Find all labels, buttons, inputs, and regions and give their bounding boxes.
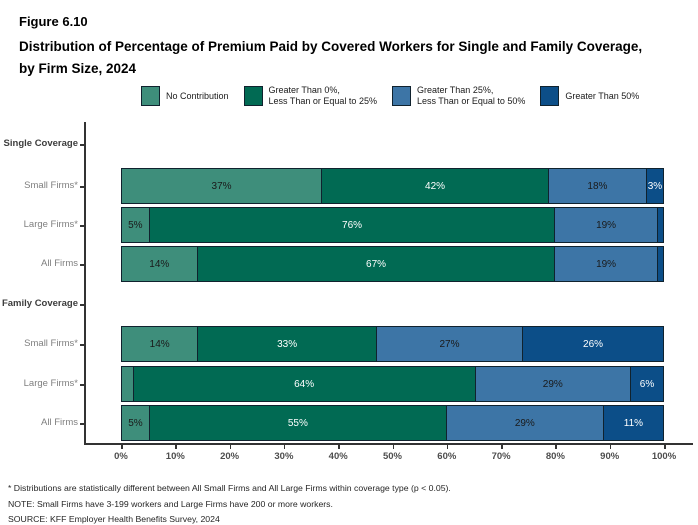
x-axis-tick-label: 30% bbox=[274, 451, 294, 462]
category-label: Small Firms* bbox=[24, 180, 78, 191]
group-label: Single Coverage bbox=[3, 138, 78, 149]
x-axis-tick bbox=[229, 445, 232, 449]
x-axis-tick bbox=[392, 445, 394, 449]
x-axis-tick-label: 60% bbox=[437, 451, 457, 462]
bar-segment bbox=[657, 246, 664, 282]
legend-label: Greater Than 50% bbox=[565, 90, 640, 101]
bar-segment: 42% bbox=[322, 168, 550, 204]
category-label: All Firms bbox=[41, 258, 78, 269]
x-axis-tick bbox=[338, 445, 340, 449]
x-axis-tick bbox=[664, 445, 666, 449]
category-tick bbox=[80, 423, 84, 425]
bar-segment: 27% bbox=[376, 326, 524, 362]
x-axis-tick-label: 80% bbox=[545, 451, 565, 462]
chart-legend: No Contribution Greater Than 0%, Less Tha… bbox=[141, 85, 639, 107]
bar-segment: 6% bbox=[631, 366, 664, 402]
legend-swatch-icon bbox=[243, 86, 263, 106]
footnote-line: SOURCE: KFF Employer Health Benefits Sur… bbox=[8, 514, 220, 524]
category-label: All Firms bbox=[41, 417, 78, 428]
legend-item-2: Greater Than 25%, Less Than or Equal to … bbox=[391, 85, 526, 107]
footnotes: * Distributions are statistically differ… bbox=[8, 481, 451, 525]
bar-segment: 26% bbox=[523, 326, 664, 362]
category-tick bbox=[80, 144, 84, 146]
bar-row: 5% 55% 29% 11% bbox=[121, 405, 665, 441]
legend-label: Greater Than 25%, Less Than or Equal to … bbox=[416, 85, 526, 106]
x-axis-tick bbox=[501, 445, 503, 449]
group-label: Family Coverage bbox=[1, 298, 78, 309]
legend-item-0: No Contribution bbox=[141, 86, 229, 106]
bar-segment: 55% bbox=[149, 405, 447, 441]
legend-swatch-icon bbox=[540, 86, 560, 106]
bar-segment: 19% bbox=[555, 246, 658, 282]
category-tick bbox=[80, 186, 84, 188]
x-axis-tick-label: 50% bbox=[382, 451, 402, 462]
legend-swatch-icon bbox=[391, 86, 411, 106]
bar-segment bbox=[657, 207, 664, 243]
x-axis-tick bbox=[175, 445, 177, 449]
category-tick bbox=[80, 304, 84, 306]
bar-segment: 18% bbox=[549, 168, 647, 204]
x-axis-tick bbox=[283, 445, 286, 449]
bar-segment: 14% bbox=[121, 246, 198, 282]
bar-segment: 37% bbox=[121, 168, 323, 204]
bar-segment: 76% bbox=[149, 207, 556, 243]
legend-label: Greater Than 0%, Less Than or Equal to 2… bbox=[268, 85, 377, 106]
category-label: Small Firms* bbox=[24, 338, 78, 349]
x-axis-tick bbox=[555, 445, 557, 449]
x-axis-line bbox=[84, 443, 693, 445]
legend-swatch-icon bbox=[141, 86, 160, 106]
category-label: Large Firms* bbox=[23, 378, 78, 389]
legend-item-3: Greater Than 50% bbox=[540, 86, 639, 106]
bar-segment: 64% bbox=[133, 366, 476, 402]
footnote-line: * Distributions are statistically differ… bbox=[8, 483, 451, 493]
bar-row: 5% 76% 19% bbox=[121, 207, 664, 243]
bar-segment: 33% bbox=[198, 326, 377, 362]
bar-row: 64% 29% 6% bbox=[121, 366, 664, 402]
bar-segment: 3% bbox=[646, 168, 664, 204]
x-axis-tick-label: 100% bbox=[651, 451, 677, 462]
category-tick bbox=[80, 344, 84, 346]
x-axis-tick-label: 70% bbox=[491, 451, 511, 462]
category-tick bbox=[80, 264, 84, 266]
figure-number: Figure 6.10 bbox=[19, 14, 88, 29]
x-axis-tick bbox=[609, 445, 612, 449]
bar-segment: 14% bbox=[121, 326, 199, 362]
bar-segment: 5% bbox=[121, 405, 150, 441]
category-tick bbox=[80, 384, 84, 386]
bar-row: 14% 33% 27% 26% bbox=[121, 326, 664, 362]
bar-row: 14% 67% 19% bbox=[121, 246, 664, 282]
x-axis-tick-label: 20% bbox=[220, 451, 240, 462]
legend-item-1: Greater Than 0%, Less Than or Equal to 2… bbox=[243, 85, 377, 107]
x-axis-tick-label: 90% bbox=[600, 451, 620, 462]
category-label: Large Firms* bbox=[23, 219, 78, 230]
y-axis-line bbox=[84, 122, 86, 443]
x-axis-tick-label: 0% bbox=[114, 451, 128, 462]
bar-segment: 67% bbox=[197, 246, 556, 282]
page-title: Distribution of Percentage of Premium Pa… bbox=[19, 39, 643, 76]
bar-segment: 19% bbox=[555, 207, 658, 243]
x-axis-tick bbox=[121, 445, 123, 449]
legend-label: No Contribution bbox=[166, 90, 229, 101]
bar-segment: 5% bbox=[121, 207, 150, 243]
x-axis-tick-label: 40% bbox=[328, 451, 348, 462]
category-tick bbox=[80, 225, 84, 227]
bar-row: 37% 42% 18% 3% bbox=[121, 168, 664, 204]
bar-segment: 29% bbox=[446, 405, 604, 441]
x-axis-tick bbox=[446, 445, 449, 449]
bar-segment bbox=[121, 366, 134, 402]
bar-segment: 29% bbox=[475, 366, 632, 402]
x-axis-tick-label: 10% bbox=[165, 451, 185, 462]
footnote-line: NOTE: Small Firms have 3-199 workers and… bbox=[8, 498, 333, 509]
bar-segment: 11% bbox=[603, 405, 665, 441]
